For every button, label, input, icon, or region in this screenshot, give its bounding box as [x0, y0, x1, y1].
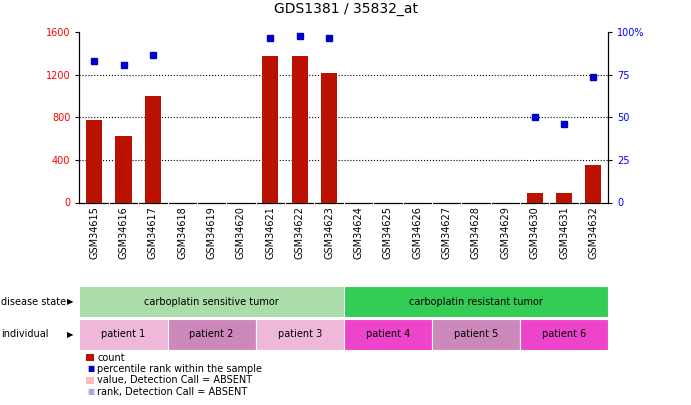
Text: GSM34627: GSM34627	[442, 206, 451, 259]
Text: GSM34625: GSM34625	[383, 206, 392, 259]
Bar	[585, 165, 601, 202]
Text: GSM34621: GSM34621	[265, 206, 275, 259]
Text: value, Detection Call = ABSENT: value, Detection Call = ABSENT	[97, 375, 252, 385]
Bar	[556, 193, 572, 202]
Bar	[321, 73, 337, 202]
Bar	[79, 286, 344, 317]
Bar	[263, 56, 278, 202]
Bar	[432, 319, 520, 350]
Bar	[256, 319, 344, 350]
Text: GSM34626: GSM34626	[413, 206, 422, 259]
Bar	[79, 319, 167, 350]
Text: patient 2: patient 2	[189, 329, 234, 339]
Text: GSM34616: GSM34616	[119, 206, 129, 258]
Text: disease state: disease state	[1, 297, 66, 307]
Text: patient 4: patient 4	[366, 329, 410, 339]
Text: GSM34622: GSM34622	[295, 206, 305, 259]
Text: count: count	[97, 353, 125, 362]
Text: carboplatin sensitive tumor: carboplatin sensitive tumor	[144, 297, 279, 307]
Text: individual: individual	[1, 329, 48, 339]
Text: patient 1: patient 1	[102, 329, 146, 339]
Bar	[344, 319, 432, 350]
Text: GSM34620: GSM34620	[236, 206, 246, 259]
Text: GDS1381 / 35832_at: GDS1381 / 35832_at	[274, 2, 417, 16]
Text: patient 6: patient 6	[542, 329, 586, 339]
Text: GSM34628: GSM34628	[471, 206, 481, 259]
Text: GSM34630: GSM34630	[530, 206, 540, 258]
Text: GSM34615: GSM34615	[89, 206, 99, 259]
Text: ■: ■	[88, 364, 95, 373]
Bar	[115, 136, 131, 202]
Text: patient 3: patient 3	[278, 329, 322, 339]
Text: ■: ■	[88, 387, 95, 396]
Text: GSM34629: GSM34629	[500, 206, 510, 259]
Text: GSM34617: GSM34617	[148, 206, 158, 259]
Text: ▶: ▶	[68, 330, 74, 339]
Text: GSM34632: GSM34632	[589, 206, 598, 259]
Bar	[167, 319, 256, 350]
Text: ▶: ▶	[68, 297, 74, 306]
Bar	[292, 56, 307, 202]
Text: GSM34631: GSM34631	[559, 206, 569, 258]
Bar	[86, 119, 102, 202]
Text: GSM34623: GSM34623	[324, 206, 334, 259]
Text: GSM34624: GSM34624	[354, 206, 363, 259]
Bar	[145, 96, 161, 202]
Text: percentile rank within the sample: percentile rank within the sample	[97, 364, 263, 374]
Bar	[344, 286, 608, 317]
Text: patient 5: patient 5	[454, 329, 498, 339]
Bar	[527, 193, 542, 202]
Text: GSM34618: GSM34618	[178, 206, 187, 258]
Text: GSM34619: GSM34619	[207, 206, 216, 258]
Text: rank, Detection Call = ABSENT: rank, Detection Call = ABSENT	[97, 387, 247, 396]
Bar	[520, 319, 608, 350]
Text: carboplatin resistant tumor: carboplatin resistant tumor	[409, 297, 543, 307]
